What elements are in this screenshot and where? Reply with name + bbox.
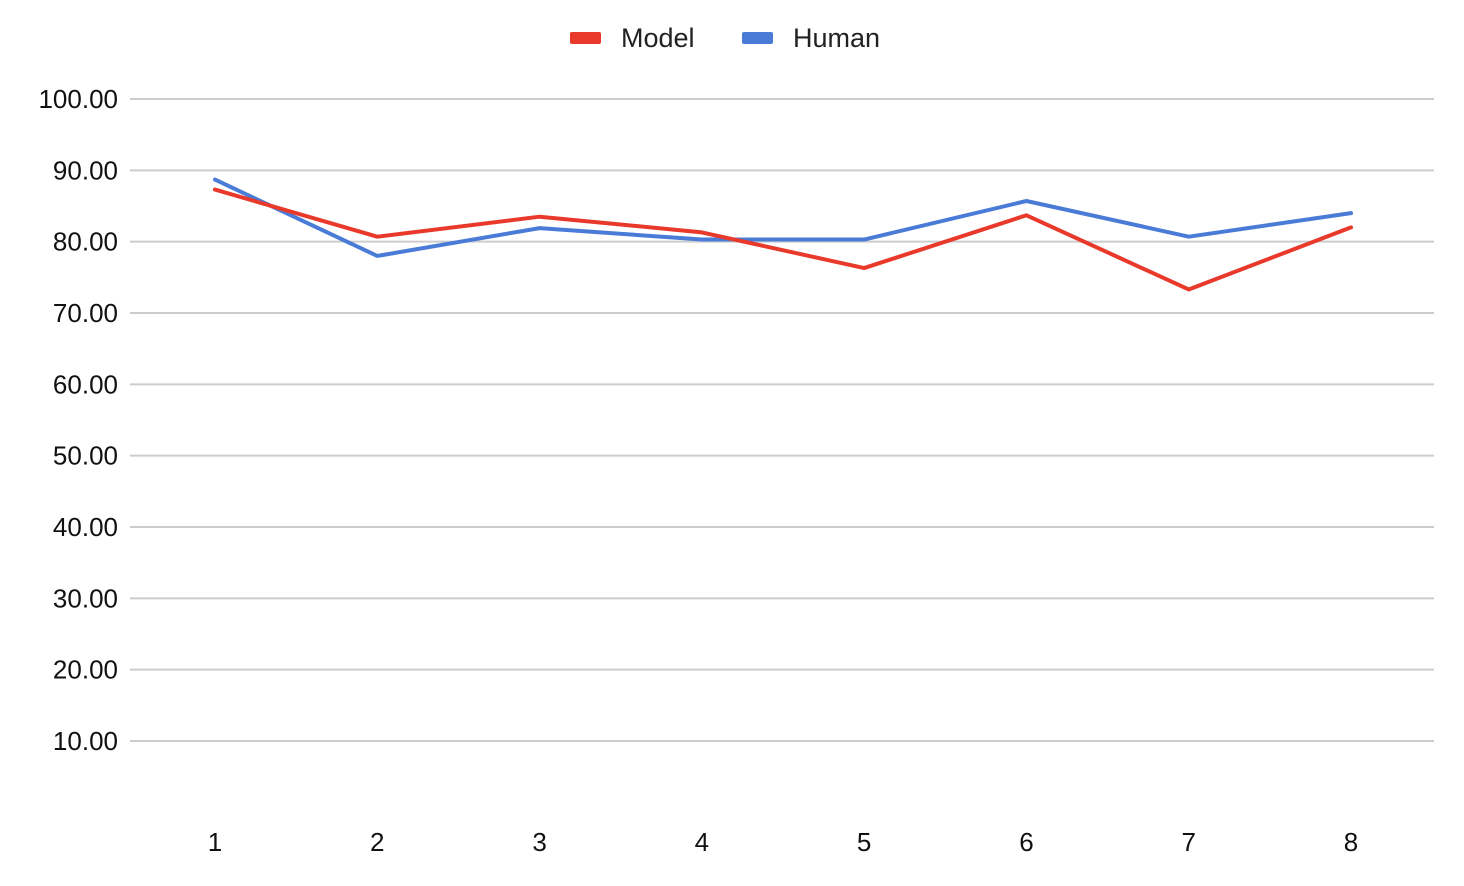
x-tick-label: 6	[1019, 827, 1033, 857]
x-tick-label: 4	[695, 827, 709, 857]
series-line-human	[213, 177, 1353, 258]
y-tick-label: 60.00	[53, 369, 118, 399]
legend-swatch-human	[742, 32, 773, 44]
x-tick-label: 3	[532, 827, 546, 857]
y-tick-label: 20.00	[53, 655, 118, 685]
gridlines	[130, 98, 1434, 742]
y-tick-label: 90.00	[53, 155, 118, 185]
y-axis-ticks: 10.00 20.00 30.00 40.00 50.00 60.00 70.00 80.00…	[38, 84, 118, 756]
legend: Model Human	[570, 23, 880, 53]
y-tick-label: 70.00	[53, 298, 118, 328]
x-tick-label: 2	[370, 827, 384, 857]
x-tick-label: 8	[1344, 827, 1358, 857]
x-tick-label: 7	[1181, 827, 1195, 857]
series-line-model	[213, 187, 1353, 292]
y-tick-label: 100.00	[38, 84, 118, 114]
y-tick-label: 40.00	[53, 512, 118, 542]
y-tick-label: 30.00	[53, 583, 118, 613]
legend-label-model: Model	[621, 23, 695, 53]
y-tick-label: 50.00	[53, 441, 118, 471]
series-lines	[213, 177, 1353, 292]
y-tick-label: 10.00	[53, 726, 118, 756]
legend-swatch-model	[570, 32, 601, 44]
legend-label-human: Human	[793, 23, 880, 53]
x-axis-ticks: 1 2 3 4 5 6 7 8	[208, 827, 1358, 857]
x-tick-label: 5	[857, 827, 871, 857]
y-tick-label: 80.00	[53, 227, 118, 257]
x-tick-label: 1	[208, 827, 222, 857]
